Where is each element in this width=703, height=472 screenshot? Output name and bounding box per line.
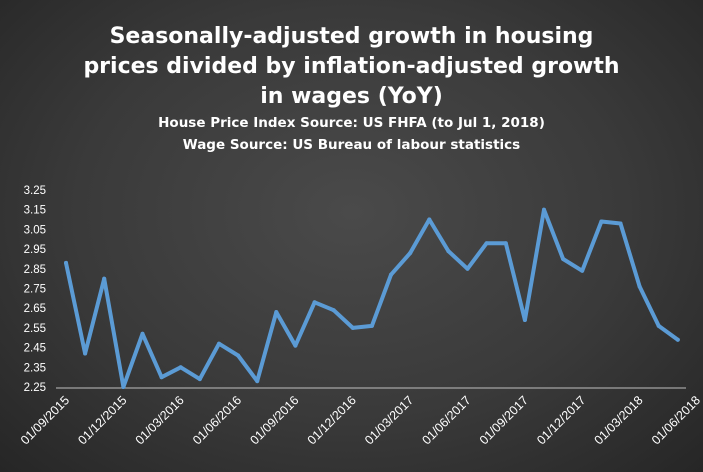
data-point bbox=[561, 257, 566, 261]
data-point bbox=[64, 260, 68, 265]
series-layer bbox=[64, 207, 680, 389]
x-tick-label: 01/06/2017 bbox=[420, 393, 474, 447]
x-tick-label: 01/03/2018 bbox=[592, 393, 646, 447]
x-tick-label: 01/03/2016 bbox=[133, 393, 187, 447]
data-point bbox=[350, 325, 355, 330]
data-point bbox=[675, 337, 680, 342]
y-tick-label: 2.65 bbox=[24, 303, 46, 315]
x-axis-ticks: 01/09/2015 01/12/2015 01/03/2016 01/06/2016… bbox=[18, 393, 703, 447]
chart-subtitle-line-2: Wage Source: US Bureau of labour statist… bbox=[182, 137, 521, 153]
data-point bbox=[484, 241, 489, 246]
data-point bbox=[503, 241, 508, 246]
x-tick-label: 01/12/2015 bbox=[75, 393, 129, 447]
x-tick-label: 01/09/2017 bbox=[477, 393, 531, 447]
y-tick-label: 3.25 bbox=[24, 185, 46, 197]
y-axis-ticks: 3.25 3.15 3.05 2.95 2.85 2.75 2.65 2.55 2.45 2.35… bbox=[24, 185, 46, 394]
data-point bbox=[159, 375, 164, 380]
data-point bbox=[274, 310, 279, 315]
data-point bbox=[637, 284, 642, 289]
chart-title-line-3: in wages (YoY) bbox=[260, 84, 443, 109]
data-point bbox=[236, 353, 241, 358]
chart-title-block: Seasonally-adjusted growth in housing pr… bbox=[0, 22, 703, 156]
chart-subtitle-line-1: House Price Index Source: US FHFA (to Ju… bbox=[158, 115, 545, 131]
data-point bbox=[522, 318, 527, 322]
y-tick-label: 2.75 bbox=[24, 284, 46, 296]
data-point bbox=[293, 343, 298, 348]
y-tick-label: 3.15 bbox=[24, 205, 46, 217]
data-point bbox=[389, 272, 393, 277]
data-point bbox=[102, 276, 107, 281]
data-point bbox=[542, 207, 546, 212]
y-tick-label: 2.95 bbox=[24, 244, 46, 256]
x-tick-label: 01/06/2016 bbox=[190, 393, 244, 447]
x-tick-label: 01/12/2017 bbox=[534, 393, 588, 447]
data-point bbox=[599, 219, 604, 224]
chart-title-line-1: Seasonally-adjusted growth in housing bbox=[109, 24, 594, 49]
data-point bbox=[465, 266, 470, 271]
x-tick-label: 01/12/2016 bbox=[305, 393, 359, 447]
data-point bbox=[656, 323, 661, 328]
data-point bbox=[618, 221, 623, 226]
data-point bbox=[408, 251, 413, 255]
y-tick-label: 2.85 bbox=[24, 264, 46, 276]
x-tick-label: 01/09/2015 bbox=[18, 393, 72, 447]
y-tick-label: 2.35 bbox=[24, 362, 46, 374]
y-tick-label: 2.25 bbox=[24, 382, 46, 394]
data-point bbox=[255, 379, 260, 384]
x-tick-label: 01/03/2017 bbox=[362, 393, 416, 447]
data-point bbox=[446, 249, 451, 254]
chart-title-line-2: prices divided by inflation-adjusted gro… bbox=[83, 54, 620, 79]
data-point bbox=[197, 377, 202, 382]
y-tick-label: 3.05 bbox=[24, 224, 46, 236]
data-point bbox=[83, 351, 88, 356]
data-point bbox=[369, 323, 374, 328]
data-point bbox=[178, 365, 183, 370]
series-line bbox=[64, 207, 680, 389]
data-point bbox=[331, 308, 336, 313]
y-tick-label: 2.55 bbox=[24, 323, 46, 335]
data-point bbox=[217, 341, 221, 346]
data-point bbox=[121, 385, 126, 389]
data-point bbox=[312, 300, 317, 305]
data-point bbox=[140, 331, 145, 336]
data-point bbox=[580, 268, 585, 273]
x-tick-label: 01/06/2018 bbox=[649, 393, 703, 447]
data-point bbox=[427, 217, 432, 222]
y-tick-label: 2.45 bbox=[24, 343, 46, 355]
x-tick-label: 01/09/2016 bbox=[247, 393, 301, 447]
